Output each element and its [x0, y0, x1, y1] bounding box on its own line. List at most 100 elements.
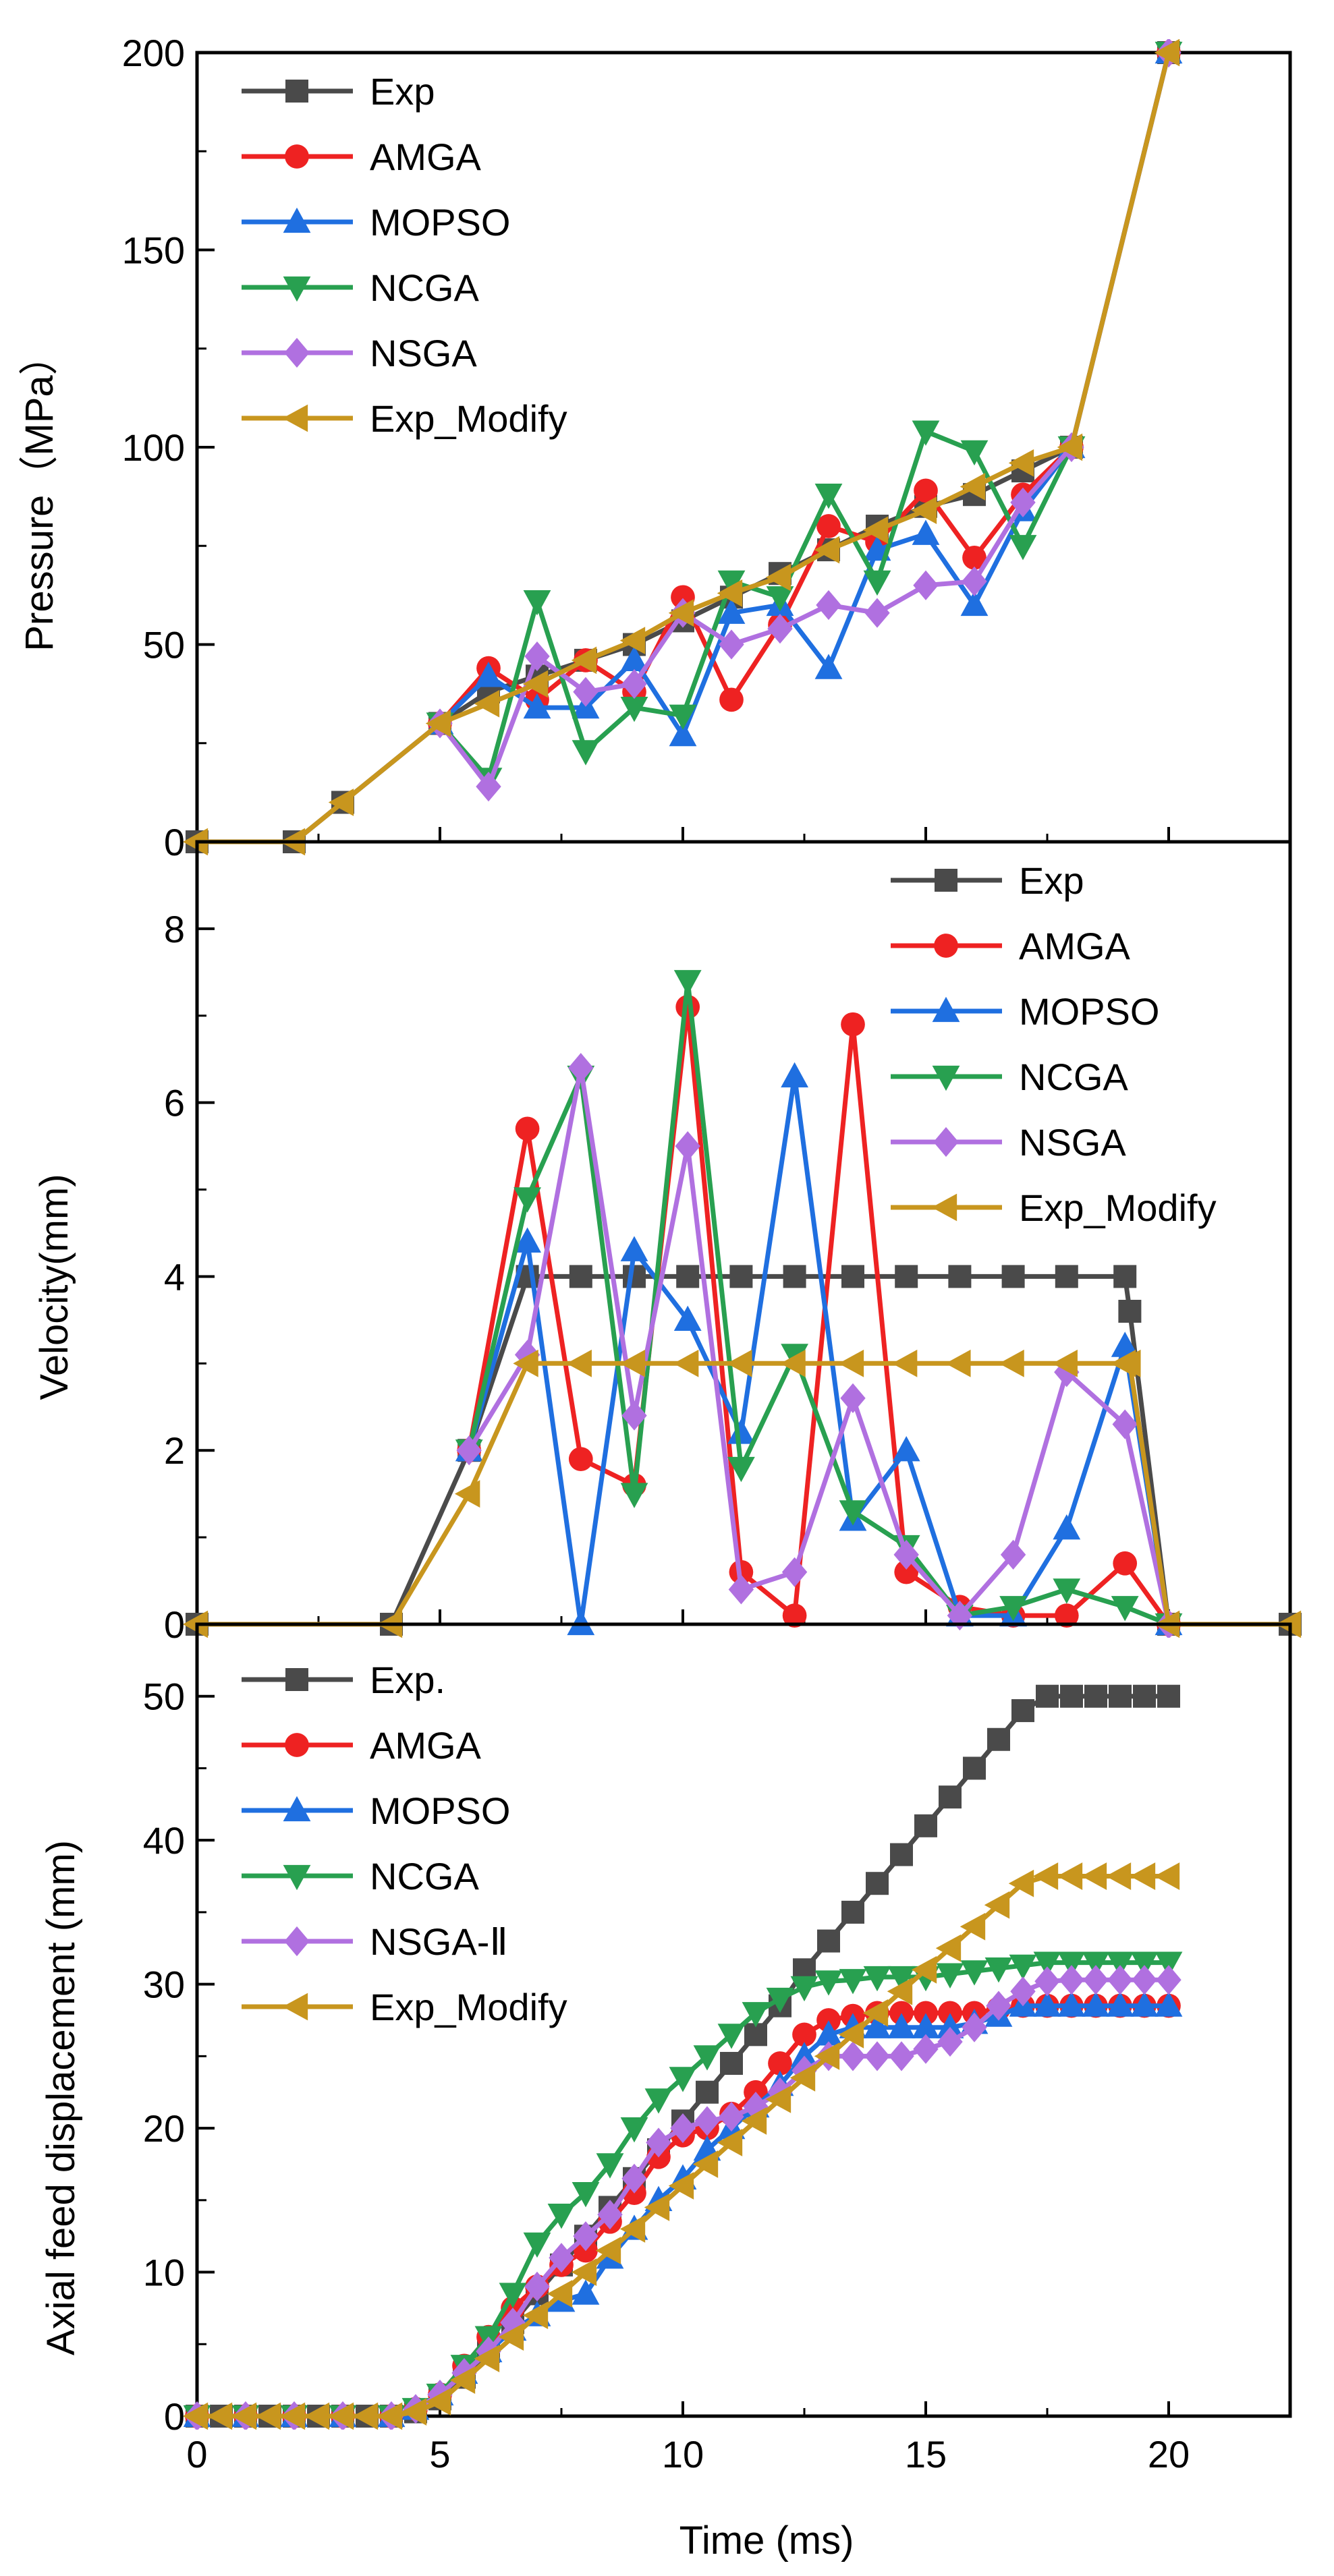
- data-point-amga: [782, 1603, 807, 1628]
- data-point-exp-modify: [566, 1349, 592, 1377]
- data-point-ncga: [1009, 535, 1037, 561]
- data-point-amga: [768, 2051, 792, 2076]
- data-point-exp: [1113, 1265, 1137, 1288]
- y-tick-label: 40: [143, 1819, 185, 1862]
- data-point-amga: [719, 687, 744, 712]
- data-point-nsga: [913, 2034, 939, 2064]
- data-point-exp-modify: [619, 1349, 646, 1377]
- data-point-ncga: [936, 1963, 964, 1988]
- data-point-exp-modify: [960, 1912, 986, 1941]
- legend: Exp AMGA MOPSO NCGA NSGA Exp_Modify: [891, 859, 1217, 1229]
- legend-label: NCGA: [370, 1855, 479, 1897]
- data-point-exp-modify: [765, 2086, 791, 2113]
- data-point-amga: [962, 545, 986, 570]
- data-point-nsga: [1000, 1539, 1026, 1570]
- legend-marker: [285, 1668, 308, 1691]
- data-point-exp-modify: [425, 2388, 451, 2416]
- data-point-exp-modify: [644, 2194, 670, 2221]
- data-point-nsga: [864, 598, 890, 628]
- legend-label: NCGA: [1019, 1056, 1128, 1098]
- legend-marker: [935, 869, 957, 892]
- data-point-ncga: [717, 2024, 746, 2049]
- data-point-mopso: [567, 1609, 595, 1636]
- x-tick-label: 15: [905, 2433, 947, 2475]
- data-point-nsga: [937, 2026, 963, 2057]
- data-point-ncga: [669, 2067, 697, 2092]
- data-point-exp: [623, 1265, 646, 1288]
- data-point-nsga: [568, 1053, 594, 1083]
- data-point-ncga: [790, 1976, 818, 2002]
- data-point-exp-modify: [838, 1349, 864, 1377]
- data-point-exp-modify: [377, 2402, 403, 2430]
- data-point-mopso: [1053, 1514, 1081, 1540]
- data-point-mopso: [620, 1236, 648, 1261]
- y-tick-label: 200: [122, 32, 185, 74]
- data-point-amga: [1054, 1603, 1079, 1628]
- legend-marker: [284, 337, 310, 368]
- data-point-nsga: [456, 1435, 482, 1466]
- data-point-amga: [675, 995, 700, 1019]
- legend-label: MOPSO: [370, 201, 510, 244]
- data-point-ncga: [596, 2153, 624, 2179]
- data-point-ncga: [513, 1187, 541, 1213]
- data-point-exp-modify: [184, 2402, 209, 2430]
- data-point-exp-modify: [571, 2258, 597, 2286]
- data-point-ncga: [727, 1456, 755, 1483]
- legend-label: NCGA: [370, 266, 479, 309]
- x-tick-label: 5: [429, 2433, 450, 2475]
- data-point-amga: [894, 1559, 919, 1584]
- data-point-exp-modify: [717, 579, 743, 607]
- data-point-exp-modify: [328, 2402, 354, 2430]
- data-point-nsga: [476, 772, 501, 802]
- data-point-mopso: [1106, 1991, 1134, 2017]
- data-point-nsga: [1034, 1966, 1060, 1997]
- data-point-amga: [889, 2001, 914, 2026]
- series-line-ncga: [466, 978, 1170, 1627]
- data-point-nsga: [1010, 487, 1036, 517]
- data-point-exp-modify: [984, 1891, 1010, 1919]
- data-point-mopso: [912, 519, 940, 545]
- legend-marker: [933, 1126, 959, 1157]
- x-tick-label: 0: [186, 2433, 207, 2475]
- legend-marker: [285, 80, 308, 103]
- data-point-amga: [914, 2001, 938, 2026]
- data-point-exp: [895, 1265, 918, 1288]
- data-point-exp-modify: [945, 1349, 971, 1377]
- data-point-nsga: [1010, 1976, 1036, 2007]
- y-tick-label: 30: [143, 1964, 185, 2006]
- legend-label: Exp: [1019, 859, 1084, 902]
- data-point-mopso: [474, 662, 503, 687]
- data-point-exp-modify: [255, 2402, 281, 2430]
- data-point-ncga: [1130, 1951, 1159, 1977]
- data-point-exp-modify: [862, 1999, 889, 2027]
- data-point-ncga: [620, 696, 648, 722]
- velocity-y-label: Velocity(mm): [32, 1174, 76, 1400]
- legend-marker: [283, 1796, 311, 1822]
- data-point-mopso: [513, 1227, 541, 1253]
- data-point-mopso: [960, 590, 989, 617]
- data-point-nsga: [1132, 1965, 1157, 1995]
- legend-label: Exp_Modify: [370, 397, 567, 440]
- data-point-exp-modify: [692, 2150, 719, 2178]
- legend-label: Exp_Modify: [370, 1986, 567, 2028]
- data-point-mopso: [912, 2013, 940, 2038]
- data-point-exp-modify: [1032, 1862, 1059, 1890]
- data-point-exp-modify: [1057, 1862, 1083, 1890]
- data-point-amga: [816, 2008, 841, 2032]
- y-tick-label: 0: [164, 1603, 185, 1646]
- data-point-exp: [987, 1727, 1010, 1751]
- data-point-ncga: [863, 570, 891, 596]
- data-point-ncga: [960, 440, 989, 466]
- legend: Exp AMGA MOPSO NCGA NSGA Exp_Modify: [242, 70, 567, 440]
- y-tick-label: 4: [164, 1255, 185, 1298]
- data-point-exp-modify: [1052, 1349, 1078, 1377]
- data-point-exp: [1133, 1684, 1156, 1708]
- data-point-exp-modify: [1008, 449, 1034, 477]
- data-point-nsga: [524, 641, 550, 672]
- data-point-ncga: [1057, 1951, 1086, 1977]
- data-point-exp-modify: [595, 2237, 621, 2264]
- data-point-exp-modify: [401, 2398, 427, 2426]
- data-point-ncga: [1111, 1596, 1139, 1622]
- data-point-exp: [1055, 1265, 1078, 1288]
- data-point-exp: [1109, 1684, 1132, 1708]
